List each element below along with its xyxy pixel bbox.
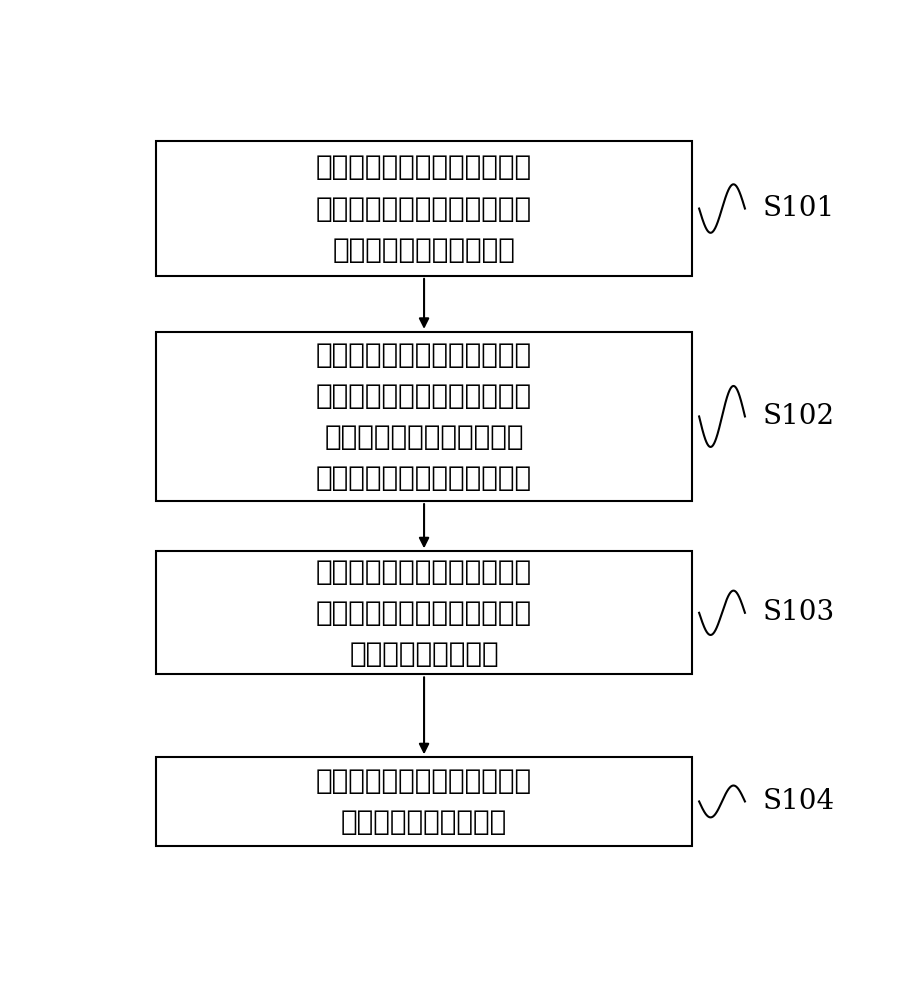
Text: S104: S104 (763, 788, 834, 815)
FancyArrowPatch shape (420, 504, 429, 546)
Text: 对地面塌陷监测区的影响区进
行水准变形、水位、土体分层
沉降、地表沉降监测: 对地面塌陷监测区的影响区进 行水准变形、水位、土体分层 沉降、地表沉降监测 (316, 558, 532, 668)
FancyArrowPatch shape (420, 677, 429, 752)
Text: 采用全站仪实时监测地面塌陷
隐患监测区的形变趋势: 采用全站仪实时监测地面塌陷 隐患监测区的形变趋势 (316, 767, 532, 836)
Bar (157, 757, 693, 846)
FancyArrowPatch shape (420, 279, 429, 327)
Text: S103: S103 (763, 599, 834, 626)
Text: 采用车载三维探地雷达、管道
检测、钻孔验证、三维激光扫
描仪对隐患发育程度进行详
查，确定地面塌陷隐患监测区: 采用车载三维探地雷达、管道 检测、钻孔验证、三维激光扫 描仪对隐患发育程度进行详… (316, 341, 532, 492)
Text: S101: S101 (763, 195, 834, 222)
Bar (157, 551, 693, 674)
Bar (157, 141, 693, 276)
Text: S102: S102 (763, 403, 834, 430)
Bar (157, 332, 693, 501)
Text: 在隐患巡查后，采用车载三维
探地雷达对疑似隐患路段进行
全面普查，确定隐患分布: 在隐患巡查后，采用车载三维 探地雷达对疑似隐患路段进行 全面普查，确定隐患分布 (316, 153, 532, 264)
